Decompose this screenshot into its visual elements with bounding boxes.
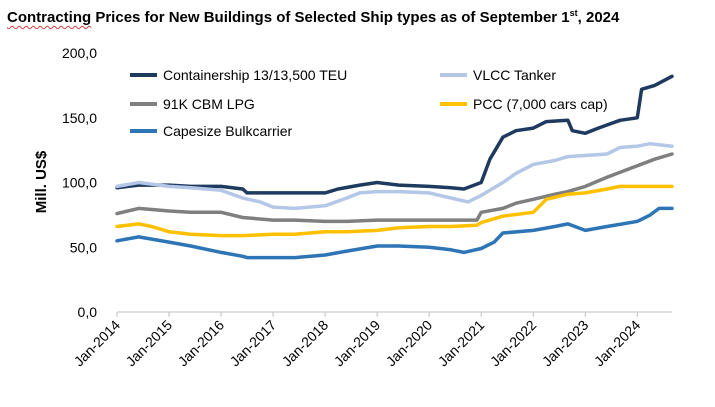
x-tick-label: Jan-2020 bbox=[383, 317, 436, 370]
y-axis-label: Mill. US$ bbox=[33, 150, 50, 213]
chart-title-superscript: st bbox=[569, 8, 578, 18]
legend-label: 91K CBM LPG bbox=[163, 96, 255, 112]
x-axis: Jan-2014 Jan-2015 Jan-2016 Jan-2017 Jan-2018… bbox=[71, 311, 672, 370]
legend-label: VLCC Tanker bbox=[473, 67, 556, 83]
x-tick-label: Jan-2023 bbox=[539, 317, 592, 370]
x-tick-label: Jan-2021 bbox=[435, 317, 488, 370]
series-line-91k-cbm-lpg bbox=[115, 152, 674, 224]
chart-title-part1: Contracting bbox=[7, 9, 92, 26]
x-tick-label: Jan-2024 bbox=[591, 317, 644, 370]
x-tick-label: Jan-2014 bbox=[71, 317, 124, 370]
y-tick-label: 100,0 bbox=[62, 175, 97, 191]
legend: Containership 13/13,500 TEU VLCC Tanker 91… bbox=[130, 67, 608, 139]
chart-title: Contracting Prices for New Buildings of … bbox=[7, 8, 707, 27]
x-tick-label: Jan-2017 bbox=[227, 317, 280, 370]
series-line-capesize-bulkcarrier bbox=[115, 206, 674, 260]
series-line-pcc-7-000-cars-cap bbox=[115, 184, 674, 238]
series-lines bbox=[115, 74, 674, 260]
legend-label: Capesize Bulkcarrier bbox=[163, 123, 292, 139]
series-line-vlcc-tanker bbox=[115, 141, 674, 211]
y-axis: 0,0 50,0 100,0 150,0 200,0 bbox=[62, 45, 97, 320]
x-tick-label: Jan-2015 bbox=[123, 317, 176, 370]
chart-title-part3: , 2024 bbox=[577, 9, 620, 26]
chart-title-part2: Prices for New Buildings of Selected Shi… bbox=[91, 9, 570, 26]
y-tick-label: 0,0 bbox=[78, 304, 98, 320]
y-tick-label: 150,0 bbox=[62, 110, 97, 126]
x-tick-label: Jan-2016 bbox=[175, 317, 228, 370]
series-line-containership-13-13-500-teu bbox=[115, 74, 674, 195]
legend-label: PCC (7,000 cars cap) bbox=[473, 96, 608, 112]
legend-label: Containership 13/13,500 TEU bbox=[163, 67, 347, 83]
x-tick-label: Jan-2022 bbox=[487, 317, 540, 370]
y-tick-label: 200,0 bbox=[62, 45, 97, 61]
x-tick-label: Jan-2018 bbox=[279, 317, 332, 370]
y-tick-label: 50,0 bbox=[70, 239, 97, 255]
x-tick-label: Jan-2019 bbox=[331, 317, 384, 370]
